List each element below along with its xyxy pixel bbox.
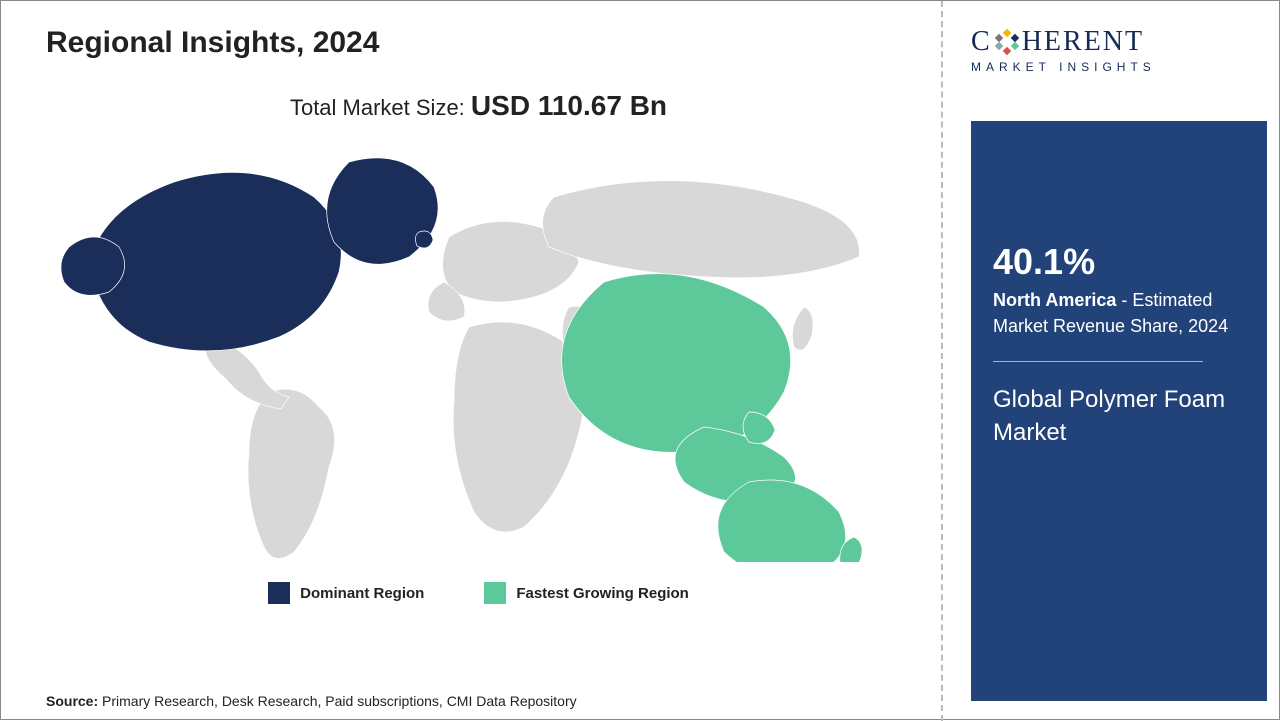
market-size-label: Total Market Size: (290, 95, 465, 120)
market-name: Global Polymer Foam Market (993, 384, 1245, 449)
map-region-fastest (561, 274, 861, 562)
side-divider (993, 361, 1203, 362)
map-region-dominant (60, 158, 437, 351)
logo-sub: MARKET INSIGHTS (971, 60, 1280, 74)
legend-item-dominant: Dominant Region (268, 582, 424, 604)
right-panel: C HERENT MARKET INSIGHTS 40.1% North Ame… (956, 1, 1280, 721)
world-map (49, 142, 909, 562)
legend-swatch-dominant (268, 582, 290, 604)
logo-o-icon (994, 29, 1020, 55)
legend-label-dominant: Dominant Region (300, 585, 424, 602)
world-map-svg (49, 142, 909, 562)
side-stat-card: 40.1% North America - Estimated Market R… (971, 121, 1267, 701)
legend-item-fastest: Fastest Growing Region (484, 582, 689, 604)
logo-main: C HERENT (971, 26, 1280, 58)
legend: Dominant Region Fastest Growing Region (46, 582, 911, 604)
source-line: Source: Primary Research, Desk Research,… (46, 693, 577, 709)
vertical-divider (941, 1, 943, 721)
legend-swatch-fastest (484, 582, 506, 604)
stat-description: North America - Estimated Market Revenue… (993, 287, 1245, 339)
stat-region: North America (993, 290, 1116, 310)
brand-logo: C HERENT MARKET INSIGHTS (971, 26, 1280, 96)
market-size-value: USD 110.67 Bn (471, 90, 667, 121)
stat-percentage: 40.1% (993, 241, 1245, 283)
source-label: Source: (46, 693, 98, 709)
legend-label-fastest: Fastest Growing Region (516, 585, 689, 602)
main-content: Regional Insights, 2024 Total Market Siz… (1, 1, 941, 721)
source-text: Primary Research, Desk Research, Paid su… (102, 693, 577, 709)
page-title: Regional Insights, 2024 (46, 26, 911, 60)
market-size-row: Total Market Size: USD 110.67 Bn (46, 90, 911, 122)
